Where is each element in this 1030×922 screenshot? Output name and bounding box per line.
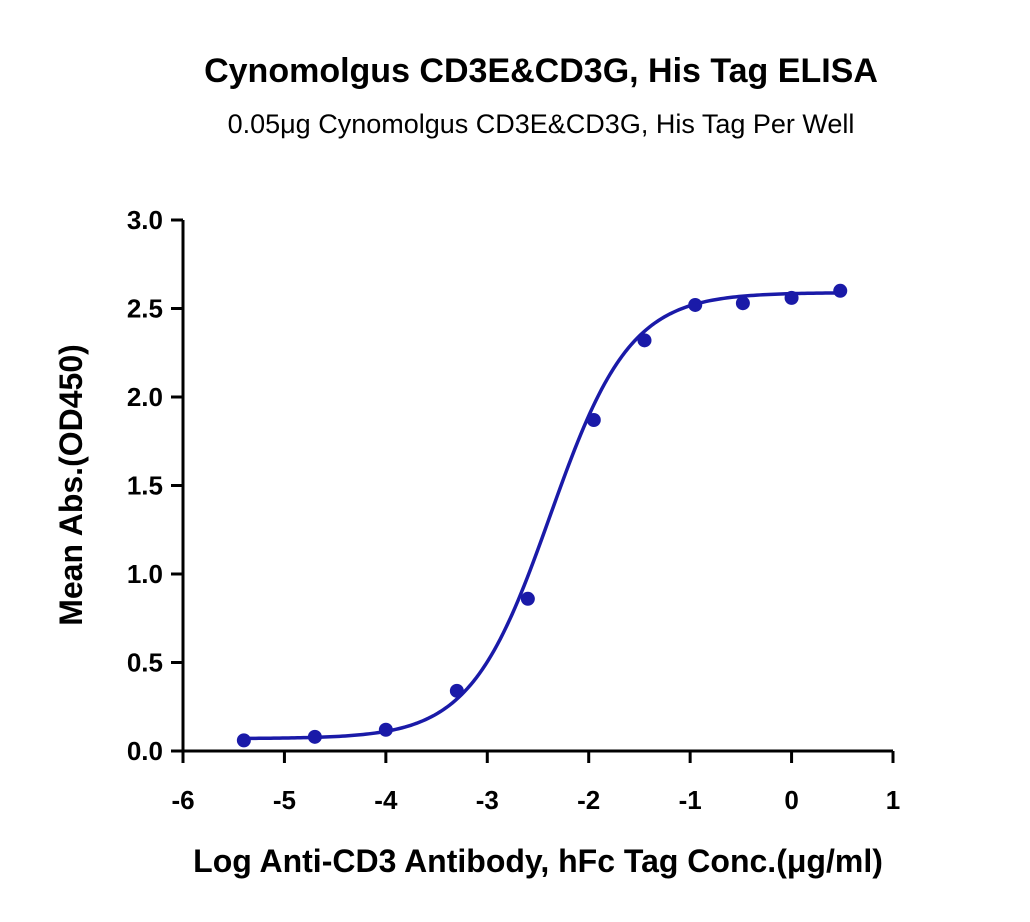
- x-tick-label: -5: [273, 785, 296, 815]
- y-tick-label: 2.0: [127, 382, 163, 412]
- data-point: [449, 683, 464, 698]
- chart-subtitle: 0.05μg Cynomolgus CD3E&CD3G, His Tag Per…: [228, 109, 855, 139]
- data-point: [586, 413, 601, 428]
- plot-area: 0.0 0.5 1.0 1.5 2.0 2.5 3.0 -6 -5 -4 -3 -2 -1 0 1: [127, 205, 900, 815]
- x-tick-label: -6: [171, 785, 194, 815]
- data-point: [637, 333, 652, 348]
- data-point: [833, 283, 848, 298]
- data-point: [236, 733, 251, 748]
- y-tick-label: 1.5: [127, 471, 163, 501]
- data-point: [688, 297, 703, 312]
- fit-curve: [243, 291, 841, 741]
- x-tick-label: -4: [374, 785, 398, 815]
- y-tick-label: 1.0: [127, 559, 163, 589]
- chart-title: Cynomolgus CD3E&CD3G, His Tag ELISA: [204, 52, 878, 90]
- x-tick-label: -2: [577, 785, 600, 815]
- x-tick-label: 1: [886, 785, 900, 815]
- data-point: [784, 290, 799, 305]
- data-point: [307, 729, 322, 744]
- data-point: [378, 722, 393, 737]
- y-tick-label: 2.5: [127, 294, 163, 324]
- x-tick-label: -1: [679, 785, 702, 815]
- y-axis-label: Mean Abs.(OD450): [53, 344, 89, 626]
- x-tick-label: -3: [476, 785, 499, 815]
- x-tick-label: 0: [784, 785, 798, 815]
- x-axis-label: Log Anti-CD3 Antibody, hFc Tag Conc.(μg/…: [193, 843, 883, 879]
- y-tick-label: 0.0: [127, 736, 163, 766]
- data-point: [735, 296, 750, 311]
- y-tick-label: 3.0: [127, 205, 163, 235]
- data-point: [520, 591, 535, 606]
- y-tick-label: 0.5: [127, 648, 163, 678]
